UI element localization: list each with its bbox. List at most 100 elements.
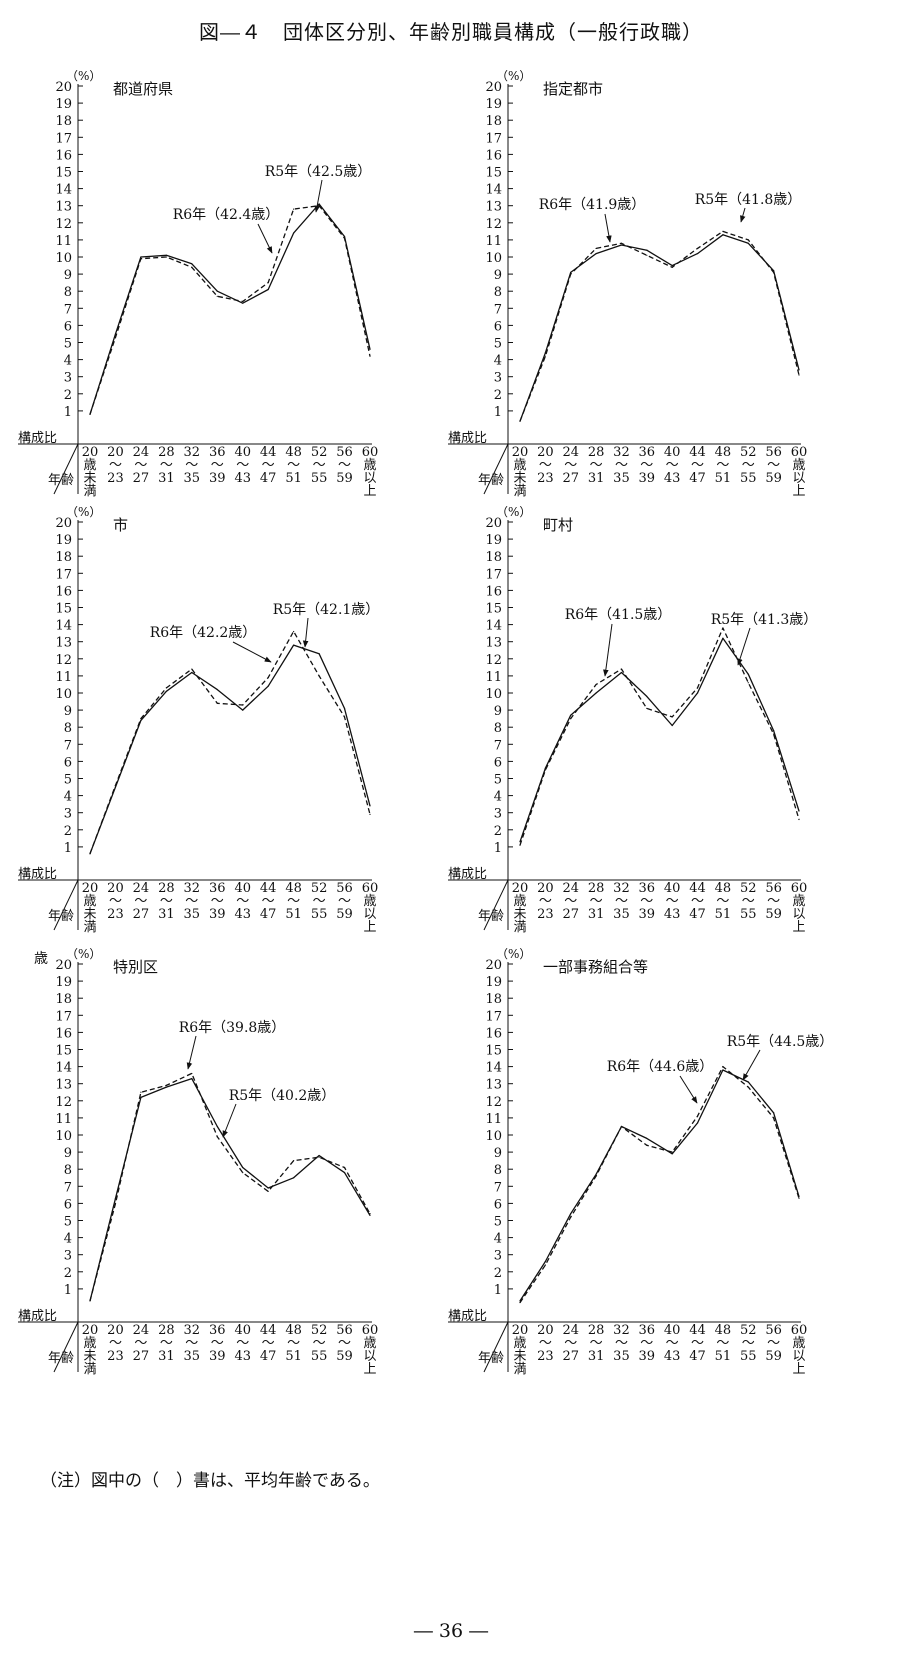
x-tick-label: ～ [615,1336,628,1351]
data-point [595,683,597,686]
x-tick-label: ～ [615,894,628,909]
data-point [140,718,142,720]
x-tick-label: 59 [765,1349,782,1364]
x-tick-label: 27 [133,907,150,922]
data-point [747,673,749,675]
data-point [216,688,218,691]
series-line-r6 [89,203,371,415]
x-tick-label: 以 [792,1349,805,1364]
header-diagonal [483,443,509,495]
x-tick-label: 43 [664,1349,681,1364]
x-tick-label: 以 [792,907,805,922]
data-point [595,692,597,694]
annotation-arrow [603,623,613,677]
x-tick-label: 以 [363,471,376,486]
x-tick-label: 51 [285,907,302,922]
data-point [646,249,648,251]
data-point [696,1115,699,1117]
x-tick-label: 40 [234,445,251,460]
data-point [646,695,648,698]
x-tick-label: 39 [209,471,226,486]
y-tick-label: 3 [494,807,502,822]
data-point [369,805,371,807]
y-tick-label: 8 [494,285,502,300]
x-tick-label: ～ [134,894,147,909]
y-tick-label: 17 [55,1009,72,1024]
x-tick-label: 28 [588,1323,605,1338]
y-unit-label: （%） [66,947,101,961]
data-point [696,692,699,694]
x-tick-label: 32 [613,445,630,460]
chart-title: 市 [113,516,128,534]
data-point [773,270,775,272]
x-tick-label: 歳 [792,458,805,473]
annotation-arrow [314,179,323,213]
y-tick-label: 16 [485,584,502,599]
data-point [114,333,117,335]
y-tick-label: 2 [64,1266,72,1281]
data-point [216,1136,218,1138]
y-tick-label: 20 [55,80,72,95]
data-point [722,1069,724,1071]
x-tick-label: ～ [666,1336,679,1351]
data-point [216,702,218,704]
x-tick-label: ～ [742,458,755,473]
data-point [671,1153,673,1155]
data-point [343,707,346,709]
data-point [293,232,295,234]
series-annotation: R6年（44.6歳） [607,1059,714,1075]
data-point [191,1072,193,1075]
x-tick-label: ～ [640,894,653,909]
x-tick-label: 以 [792,471,805,486]
y-tick-label: 7 [64,302,72,317]
y-tick-label: 6 [64,319,72,334]
x-tick-label: 39 [209,907,226,922]
data-point [646,1137,648,1140]
data-point [216,295,218,297]
data-point [544,1260,546,1263]
data-point [140,719,142,721]
y-tick-label: 3 [64,1249,72,1264]
x-tick-label: ～ [564,1336,577,1351]
x-tick-label: 23 [537,471,554,486]
y-tick-label: 1 [64,841,72,856]
y-tick-label: 12 [55,653,72,668]
header-diagonal [483,1321,509,1373]
data-point [369,348,371,350]
x-tick-label: 55 [740,907,757,922]
y-tick-label: 9 [494,268,502,283]
x-tick-label: 60 [791,445,808,460]
x-tick-label: 27 [562,1349,579,1364]
data-point [267,288,269,291]
x-tick-label: 48 [285,881,302,896]
x-tick-label: 32 [184,445,201,460]
x-tick-label: ～ [262,458,275,473]
y-tick-label: 16 [55,584,72,599]
y-tick-label: 5 [64,773,72,788]
x-tick-label: 36 [209,881,226,896]
x-tick-label: 47 [260,471,277,486]
data-point [747,239,749,241]
x-tick-label: ～ [109,1336,122,1351]
x-tick-label: 59 [765,907,782,922]
data-point [519,841,521,843]
x-tick-label: 20 [82,881,99,896]
x-tick-label: 59 [336,1349,353,1364]
data-point [747,1086,749,1088]
x-tick-label: 歳 [83,894,96,909]
x-tick-label: 52 [740,881,757,896]
x-tick-label: 上 [363,1362,376,1377]
stray-age-mark: 歳 [34,951,48,967]
data-point [318,203,320,205]
y-tick-label: 15 [55,166,72,181]
x-tick-label: ～ [109,458,122,473]
x-tick-label: 歳 [513,1336,526,1351]
annotation-arrow [737,627,751,666]
chart-title: 都道府県 [113,80,173,98]
x-tick-label: 35 [613,907,630,922]
x-tick-label: ～ [338,458,351,473]
y-tick-label: 15 [55,1044,72,1059]
data-point [570,714,572,716]
x-tick-label: ～ [160,894,173,909]
x-tick-label: ～ [640,1336,653,1351]
